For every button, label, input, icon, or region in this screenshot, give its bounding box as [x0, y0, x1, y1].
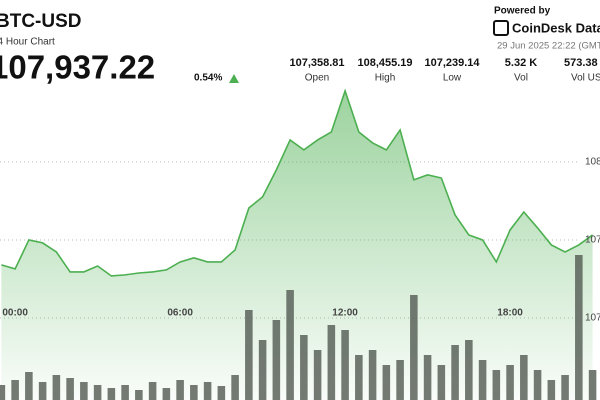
volume-bar [286, 290, 294, 400]
volume-bar [25, 372, 33, 400]
timestamp: 29 Jun 2025 22:22 (GMT) [497, 41, 600, 52]
volume-bar [135, 390, 143, 400]
volume-bar [300, 335, 308, 400]
stat-value: 108,455.19 [357, 57, 412, 69]
volume-bar [313, 350, 322, 400]
volume-bar [272, 320, 281, 400]
volume-bar [327, 325, 336, 400]
volume-bar [176, 380, 184, 400]
y-tick-label: 108K [585, 157, 600, 168]
stat-label: Vol [514, 73, 528, 84]
volume-bar [533, 370, 542, 400]
volume-bar [492, 370, 501, 400]
volume-bar [437, 365, 446, 400]
price: 107,937.22 [0, 49, 155, 86]
stat-label: High [375, 73, 396, 84]
volume-bar [478, 360, 487, 400]
volume-bar [38, 382, 47, 400]
volume-bar [245, 310, 253, 400]
subtitle: 24 Hour Chart [0, 37, 55, 48]
volume-bar [217, 386, 226, 400]
volume-bar [11, 380, 19, 400]
volume-bar [465, 340, 473, 400]
stat-value: 107,358.81 [289, 57, 344, 69]
volume-bar [258, 340, 267, 400]
area-fill [1, 90, 593, 400]
volume-bar [396, 360, 404, 400]
brand-logo [493, 20, 509, 36]
volume-bar [52, 375, 61, 400]
volume-bar [355, 355, 363, 400]
powered-by: Powered by [494, 6, 551, 17]
brand: CoinDesk Data [512, 20, 600, 35]
volume-bar [231, 375, 239, 400]
y-tick-label: 107K [585, 313, 600, 324]
volume-bar [121, 385, 129, 400]
x-tick-label: 12:00 [332, 308, 358, 319]
volume-bar [162, 388, 171, 400]
volume-bar [93, 385, 102, 400]
volume-bar [561, 375, 569, 400]
price-line [1, 88, 594, 277]
stat-label: Open [305, 73, 329, 84]
stat-value: 573.38 [564, 57, 598, 69]
stat-label: Vol USD [571, 73, 600, 84]
volume-bar [410, 295, 418, 400]
volume-bar [368, 350, 377, 400]
change: 0.54% [194, 73, 222, 84]
volume-bar [66, 378, 74, 400]
stat-value: 107,239.14 [424, 57, 480, 69]
volume-bar [190, 385, 198, 400]
volume-bar [0, 385, 6, 400]
volume-bar [547, 380, 556, 400]
stat-label: Low [443, 73, 462, 84]
volume-bar [80, 382, 88, 400]
x-tick-label: 18:00 [497, 308, 523, 319]
up-arrow [229, 74, 239, 83]
volume-bar [520, 355, 528, 400]
volume-bar [382, 365, 391, 400]
volume-bar [588, 370, 597, 400]
y-tick-label: 107.5K [585, 235, 600, 246]
symbol: BTC-USD [0, 11, 82, 32]
volume-bar [341, 330, 349, 400]
volume-bar [451, 345, 459, 400]
stat-value: 5.32 K [505, 57, 537, 69]
volume-bar [575, 255, 583, 400]
volume-bar [423, 355, 432, 400]
volume-bar [107, 388, 116, 400]
volume-bar [506, 365, 514, 400]
x-tick-label: 00:00 [2, 308, 28, 319]
plot: 00:00 06:00 12:00 18:00 107K 107.5K 108K [0, 88, 600, 400]
volume-bar [203, 382, 212, 400]
x-tick-label: 06:00 [167, 308, 193, 319]
volume-bar [148, 382, 157, 400]
